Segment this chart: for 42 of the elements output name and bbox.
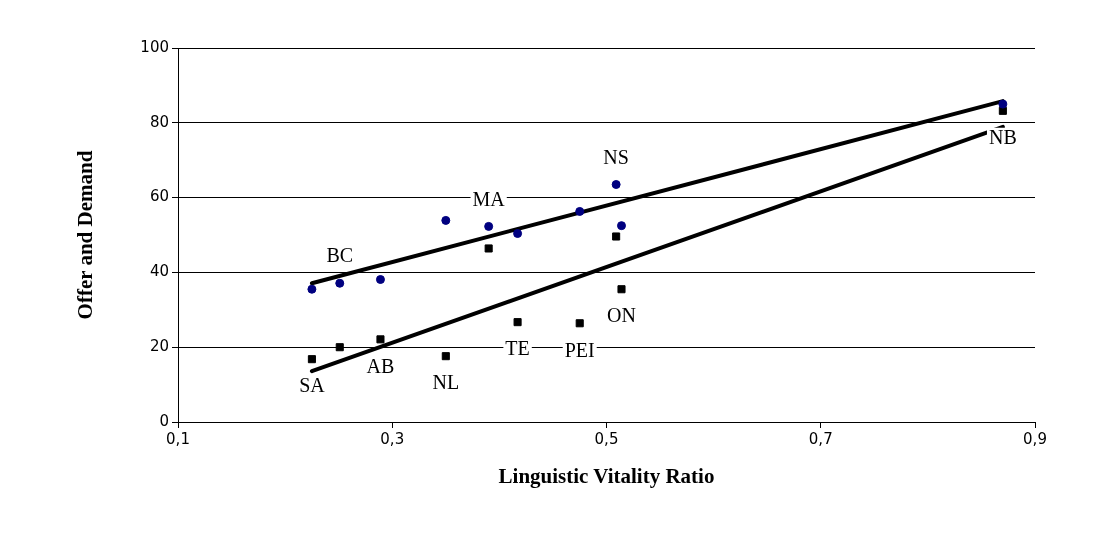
point	[513, 229, 523, 238]
x-tick-label: 0,7	[808, 429, 833, 448]
point	[617, 285, 626, 294]
y-tick-label: 100	[140, 37, 169, 56]
y-tick-label: 0	[159, 411, 169, 430]
annotation: BC	[326, 244, 354, 267]
point	[335, 278, 345, 288]
annotation: SA	[299, 374, 326, 397]
point	[575, 319, 584, 328]
point	[998, 99, 1008, 109]
point	[307, 355, 316, 364]
x-tick-label: 0,3	[380, 429, 405, 448]
y-tick-label: 20	[149, 337, 169, 356]
point	[611, 180, 621, 190]
point	[617, 221, 626, 231]
annotation: AB	[366, 354, 395, 377]
y-tick-label: 40	[149, 262, 169, 281]
point	[441, 215, 451, 225]
point	[376, 335, 385, 344]
y-tick-label: 80	[149, 112, 169, 131]
annotation: TE	[505, 337, 530, 360]
annotation: NB	[988, 126, 1017, 149]
point	[335, 343, 344, 352]
x-axis-title: Linguistic Vitality Ratio	[498, 463, 715, 488]
annotation: NL	[432, 371, 460, 394]
point	[307, 284, 317, 294]
point	[484, 244, 493, 253]
annotation: ON	[607, 304, 636, 327]
point	[575, 206, 585, 216]
annotation: PEI	[564, 338, 595, 361]
y-axis-title: Offer and Demand	[73, 150, 98, 320]
point	[612, 232, 621, 241]
y-tick-label: 60	[149, 187, 169, 206]
point	[441, 352, 450, 361]
x-tick-label: 0,9	[1023, 429, 1047, 448]
annotation: NS	[603, 145, 629, 168]
point	[375, 275, 385, 285]
x-tick-label: 0,5	[594, 429, 619, 448]
annotation: MA	[472, 187, 506, 210]
x-tick-label: 0,1	[166, 429, 190, 448]
point	[484, 221, 494, 231]
point	[513, 318, 522, 327]
